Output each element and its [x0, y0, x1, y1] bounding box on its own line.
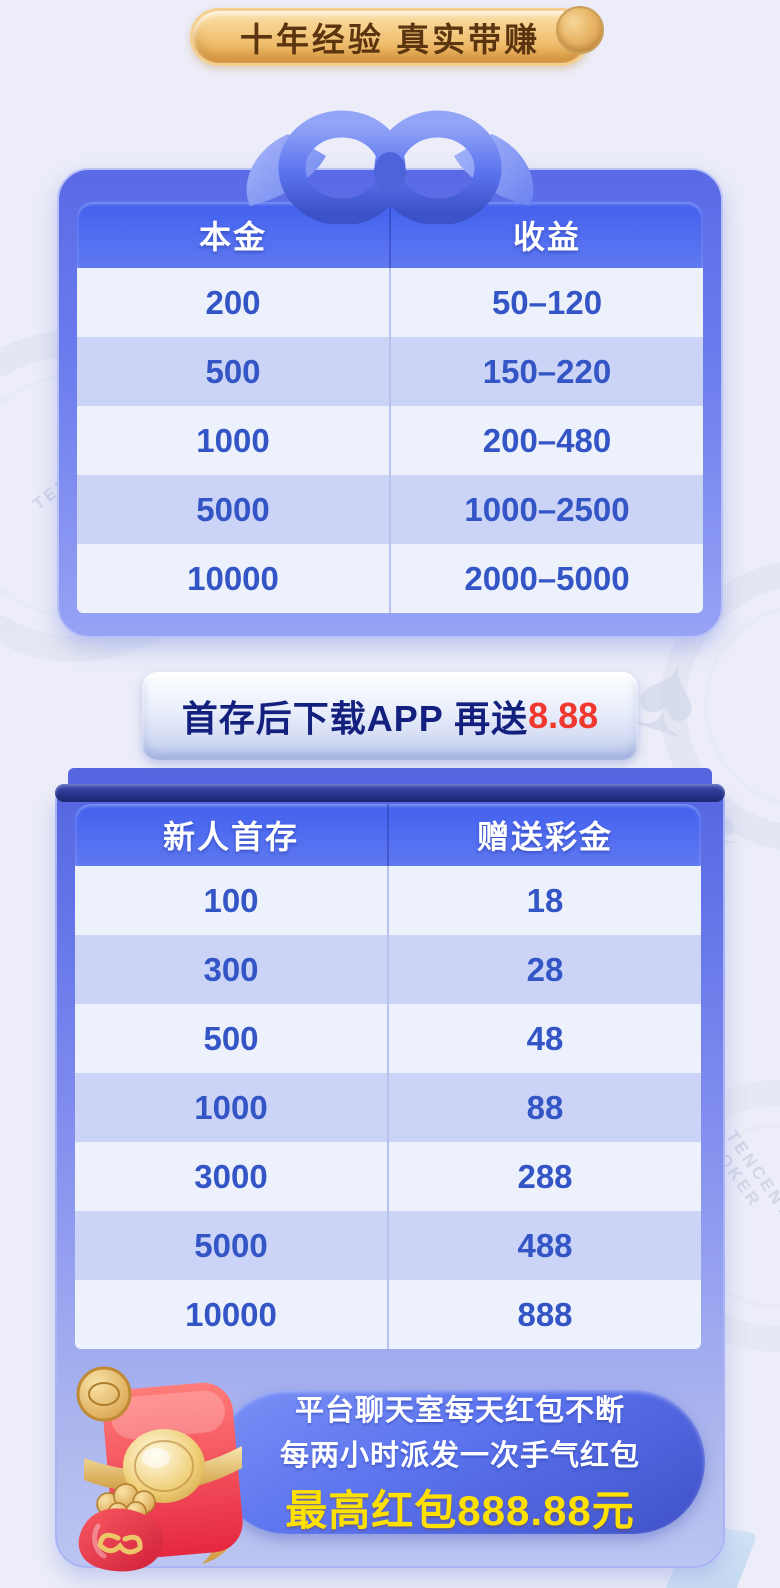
experience-badge-label: 十年经验 真实带赚 [239, 21, 541, 58]
deposit-value: 500 [75, 1004, 389, 1073]
deposit-value: 5000 [75, 1211, 389, 1280]
principal-value: 1000 [77, 406, 391, 475]
bonus-value: 288 [517, 1157, 573, 1195]
return-value: 1000–2500 [464, 490, 630, 528]
table-row: 1000 88 [75, 1073, 701, 1142]
deposit-value: 10000 [75, 1280, 389, 1349]
deposit-header-first-deposit: 新人首存 [75, 804, 389, 866]
table-row: 1000 200–480 [77, 406, 703, 475]
deposit-value: 100 [75, 866, 389, 935]
bonus-value: 48 [526, 1019, 564, 1057]
profit-table-card: 本金 收益 200 50–120 500 150–220 1000 200–48… [57, 168, 723, 638]
table-row: 200 50–120 [77, 268, 703, 337]
table-rod-decor [55, 784, 725, 802]
promo-line-2: 每两小时派发一次手气红包 [279, 1439, 640, 1472]
bonus-value: 488 [517, 1226, 573, 1264]
return-value: 200–480 [482, 421, 612, 459]
bonus-value: 888 [517, 1295, 573, 1333]
table-row: 500 150–220 [77, 337, 703, 406]
bonus-value: 18 [526, 881, 564, 919]
return-value: 2000–5000 [464, 559, 630, 597]
table-row: 500 48 [75, 1004, 701, 1073]
return-value: 50–120 [491, 283, 603, 321]
principal-value: 200 [77, 268, 391, 337]
promo-line-1: 平台聊天室每天红包不断 [294, 1394, 625, 1427]
deposit-table-header: 新人首存 赠送彩金 [75, 804, 701, 866]
bonus-value: 88 [526, 1088, 564, 1126]
banner-bonus-amount: 8.88 [528, 695, 599, 736]
deposit-value: 300 [75, 935, 389, 1004]
deposit-table-body: 100 18 300 28 500 48 1000 88 3000 288 50… [75, 866, 701, 1349]
promo-max-amount: 最高红包888.88元 [285, 1486, 635, 1534]
principal-value: 5000 [77, 475, 391, 544]
ribbon-bow-icon [246, 110, 534, 224]
table-row: 5000 488 [75, 1211, 701, 1280]
table-row: 5000 1000–2500 [77, 475, 703, 544]
profit-header-principal: 本金 [77, 202, 391, 268]
table-row: 10000 2000–5000 [77, 544, 703, 613]
principal-value: 500 [77, 337, 391, 406]
profit-table-body: 200 50–120 500 150–220 1000 200–480 5000… [77, 268, 703, 613]
gold-coin-icon [556, 6, 604, 54]
red-packet-promo: 平台聊天室每天红包不断 每两小时派发一次手气红包 最高红包888.88元 [215, 1390, 705, 1534]
table-row: 300 28 [75, 935, 701, 1004]
experience-badge: 十年经验 真实带赚 [190, 8, 590, 66]
download-app-banner[interactable]: 首存后下载APP 再送 8.88 [142, 672, 638, 760]
table-row: 100 18 [75, 866, 701, 935]
return-value: 150–220 [482, 352, 612, 390]
deposit-value: 3000 [75, 1142, 389, 1211]
red-envelope-icon [76, 1366, 243, 1572]
deposit-value: 1000 [75, 1073, 389, 1142]
banner-text: 首存后下载APP 再送 [181, 698, 529, 739]
profit-table-header: 本金 收益 [77, 202, 703, 268]
deposit-header-bonus: 赠送彩金 [476, 819, 613, 855]
principal-value: 10000 [77, 544, 391, 613]
table-row: 10000 888 [75, 1280, 701, 1349]
table-row: 3000 288 [75, 1142, 701, 1211]
bonus-value: 28 [526, 950, 564, 988]
profit-header-return: 收益 [512, 219, 581, 255]
